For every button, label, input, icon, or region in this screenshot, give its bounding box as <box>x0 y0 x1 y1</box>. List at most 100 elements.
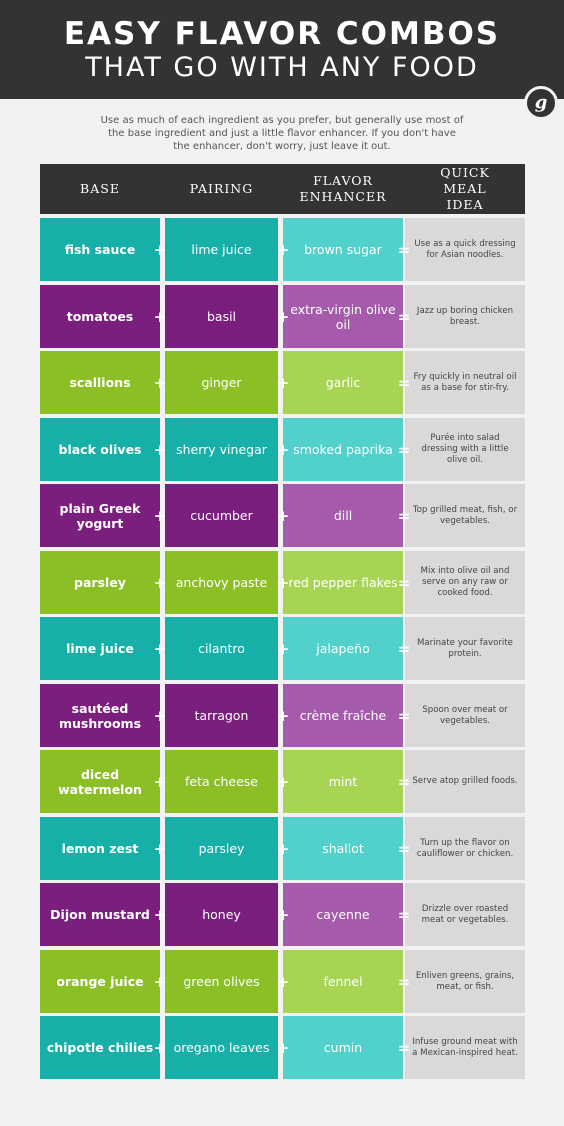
plus-sign: + <box>153 639 167 658</box>
base-ingredient: plain Greek yogurt <box>40 484 160 547</box>
base-ingredient: parsley <box>40 551 160 614</box>
flavor-enhancer: extra-virgin olive oil <box>283 285 403 348</box>
equals-sign: = <box>397 1038 411 1057</box>
plus-sign: + <box>153 240 167 259</box>
equals-sign: = <box>397 772 411 791</box>
equals-sign: = <box>397 639 411 658</box>
table-row: chipotle chilies oregano leaves cumin Infus… <box>40 1016 525 1079</box>
quick-meal-idea: Infuse ground meat with a Mexican-inspir… <box>405 1016 525 1079</box>
equals-sign: = <box>397 839 411 858</box>
equals-sign: = <box>397 373 411 392</box>
flavor-enhancer: dill <box>283 484 403 547</box>
plus-sign: + <box>153 905 167 924</box>
flavor-enhancer: crème fraîche <box>283 684 403 747</box>
table-header: BASE PAIRING FLAVOR ENHANCER QUICK MEAL … <box>40 164 525 214</box>
pairing-ingredient: honey <box>165 883 278 946</box>
plus-sign: + <box>276 905 290 924</box>
plus-sign: + <box>276 839 290 858</box>
table-row: lemon zest parsley shallot Turn up the flav… <box>40 817 525 880</box>
quick-meal-idea: Use as a quick dressing for Asian noodle… <box>405 218 525 281</box>
intro-text: Use as much of each ingredient as you pr… <box>100 115 464 152</box>
quick-meal-idea: Serve atop grilled foods. <box>405 750 525 813</box>
flavor-enhancer: smoked paprika <box>283 418 403 481</box>
plus-sign: + <box>153 440 167 459</box>
pairing-ingredient: oregano leaves <box>165 1016 278 1079</box>
quick-meal-idea: Spoon over meat or vegetables. <box>405 684 525 747</box>
title-line-2: THAT GO WITH ANY FOOD <box>85 52 479 83</box>
plus-sign: + <box>276 307 290 326</box>
column-header-meal: QUICK MEAL IDEA <box>440 165 490 212</box>
pairing-ingredient: anchovy paste <box>165 551 278 614</box>
flavor-enhancer: shallot <box>283 817 403 880</box>
pairing-ingredient: parsley <box>165 817 278 880</box>
quick-meal-idea: Enliven greens, grains, meat, or fish. <box>405 950 525 1013</box>
equals-sign: = <box>397 440 411 459</box>
plus-sign: + <box>276 772 290 791</box>
pairing-ingredient: ginger <box>165 351 278 414</box>
plus-sign: + <box>276 972 290 991</box>
column-header-enhancer: FLAVOR ENHANCER <box>299 173 387 204</box>
plus-sign: + <box>276 1038 290 1057</box>
flavor-enhancer: mint <box>283 750 403 813</box>
plus-sign: + <box>153 772 167 791</box>
plus-sign: + <box>276 573 290 592</box>
table-row: tomatoes basil extra-virgin olive oil Jazz … <box>40 285 525 348</box>
flavor-enhancer: fennel <box>283 950 403 1013</box>
quick-meal-idea: Drizzle over roasted meat or vegetables. <box>405 883 525 946</box>
table-row: orange juice green olives fennel Enliven gr… <box>40 950 525 1013</box>
base-ingredient: scallions <box>40 351 160 414</box>
quick-meal-idea: Jazz up boring chicken breast. <box>405 285 525 348</box>
flavor-enhancer: red pepper flakes <box>283 551 403 614</box>
table-row: fish sauce lime juice brown sugar Use as a … <box>40 218 525 281</box>
flavor-enhancer: garlic <box>283 351 403 414</box>
plus-sign: + <box>153 1038 167 1057</box>
quick-meal-idea: Marinate your favorite protein. <box>405 617 525 680</box>
table-row: sautéed mushrooms tarragon crème fraîche Sp… <box>40 684 525 747</box>
base-ingredient: tomatoes <box>40 285 160 348</box>
flavor-enhancer: jalapeño <box>283 617 403 680</box>
pairing-ingredient: cilantro <box>165 617 278 680</box>
plus-sign: + <box>153 307 167 326</box>
base-ingredient: sautéed mushrooms <box>40 684 160 747</box>
title-line-1: EASY FLAVOR COMBOS <box>63 16 501 52</box>
pairing-ingredient: green olives <box>165 950 278 1013</box>
equals-sign: = <box>397 972 411 991</box>
plus-sign: + <box>276 373 290 392</box>
greatist-logo: g <box>524 86 558 120</box>
equals-sign: = <box>397 240 411 259</box>
quick-meal-idea: Turn up the flavor on cauliflower or chi… <box>405 817 525 880</box>
table-row: black olives sherry vinegar smoked paprika… <box>40 418 525 481</box>
table-row: diced watermelon feta cheese mint Serve ato… <box>40 750 525 813</box>
table-row: plain Greek yogurt cucumber dill Top grille… <box>40 484 525 547</box>
plus-sign: + <box>153 573 167 592</box>
table-row: scallions ginger garlic Fry quickly in neut… <box>40 351 525 414</box>
base-ingredient: diced watermelon <box>40 750 160 813</box>
header-banner: EASY FLAVOR COMBOS THAT GO WITH ANY FOOD <box>0 0 564 99</box>
equals-sign: = <box>397 506 411 525</box>
flavor-enhancer: cumin <box>283 1016 403 1079</box>
plus-sign: + <box>276 639 290 658</box>
flavor-enhancer: brown sugar <box>283 218 403 281</box>
plus-sign: + <box>276 240 290 259</box>
pairing-ingredient: sherry vinegar <box>165 418 278 481</box>
base-ingredient: fish sauce <box>40 218 160 281</box>
plus-sign: + <box>276 706 290 725</box>
equals-sign: = <box>397 706 411 725</box>
pairing-ingredient: basil <box>165 285 278 348</box>
pairing-ingredient: cucumber <box>165 484 278 547</box>
table-row: parsley anchovy paste red pepper flakes Mix… <box>40 551 525 614</box>
base-ingredient: orange juice <box>40 950 160 1013</box>
equals-sign: = <box>397 573 411 592</box>
column-header-base: BASE <box>80 181 120 196</box>
equals-sign: = <box>397 307 411 326</box>
pairing-ingredient: tarragon <box>165 684 278 747</box>
table-row: lime juice cilantro jalapeño Marinate your … <box>40 617 525 680</box>
quick-meal-idea: Mix into olive oil and serve on any raw … <box>405 551 525 614</box>
plus-sign: + <box>153 373 167 392</box>
table-row: Dijon mustard honey cayenne Drizzle over ro… <box>40 883 525 946</box>
flavor-enhancer: cayenne <box>283 883 403 946</box>
plus-sign: + <box>153 972 167 991</box>
pairing-ingredient: feta cheese <box>165 750 278 813</box>
base-ingredient: chipotle chilies <box>40 1016 160 1079</box>
plus-sign: + <box>153 839 167 858</box>
